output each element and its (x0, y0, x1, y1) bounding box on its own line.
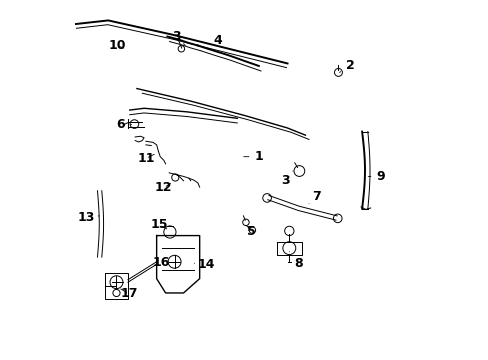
Text: 13: 13 (78, 211, 99, 224)
Text: 1: 1 (243, 150, 263, 163)
Text: 8: 8 (289, 252, 302, 270)
Text: 14: 14 (194, 258, 214, 271)
Text: 10: 10 (108, 39, 126, 52)
Text: 11: 11 (137, 152, 154, 165)
Text: 5: 5 (247, 225, 256, 238)
Text: 3: 3 (172, 30, 185, 45)
Text: 6: 6 (116, 118, 131, 131)
Text: 2: 2 (339, 59, 354, 72)
Text: 12: 12 (155, 181, 172, 194)
Text: 15: 15 (150, 218, 167, 231)
Text: 4: 4 (210, 33, 222, 49)
Text: 3: 3 (281, 171, 292, 186)
Text: 16: 16 (152, 256, 172, 269)
Text: 9: 9 (367, 170, 384, 183)
Text: 7: 7 (308, 190, 320, 203)
Text: 17: 17 (120, 287, 138, 300)
